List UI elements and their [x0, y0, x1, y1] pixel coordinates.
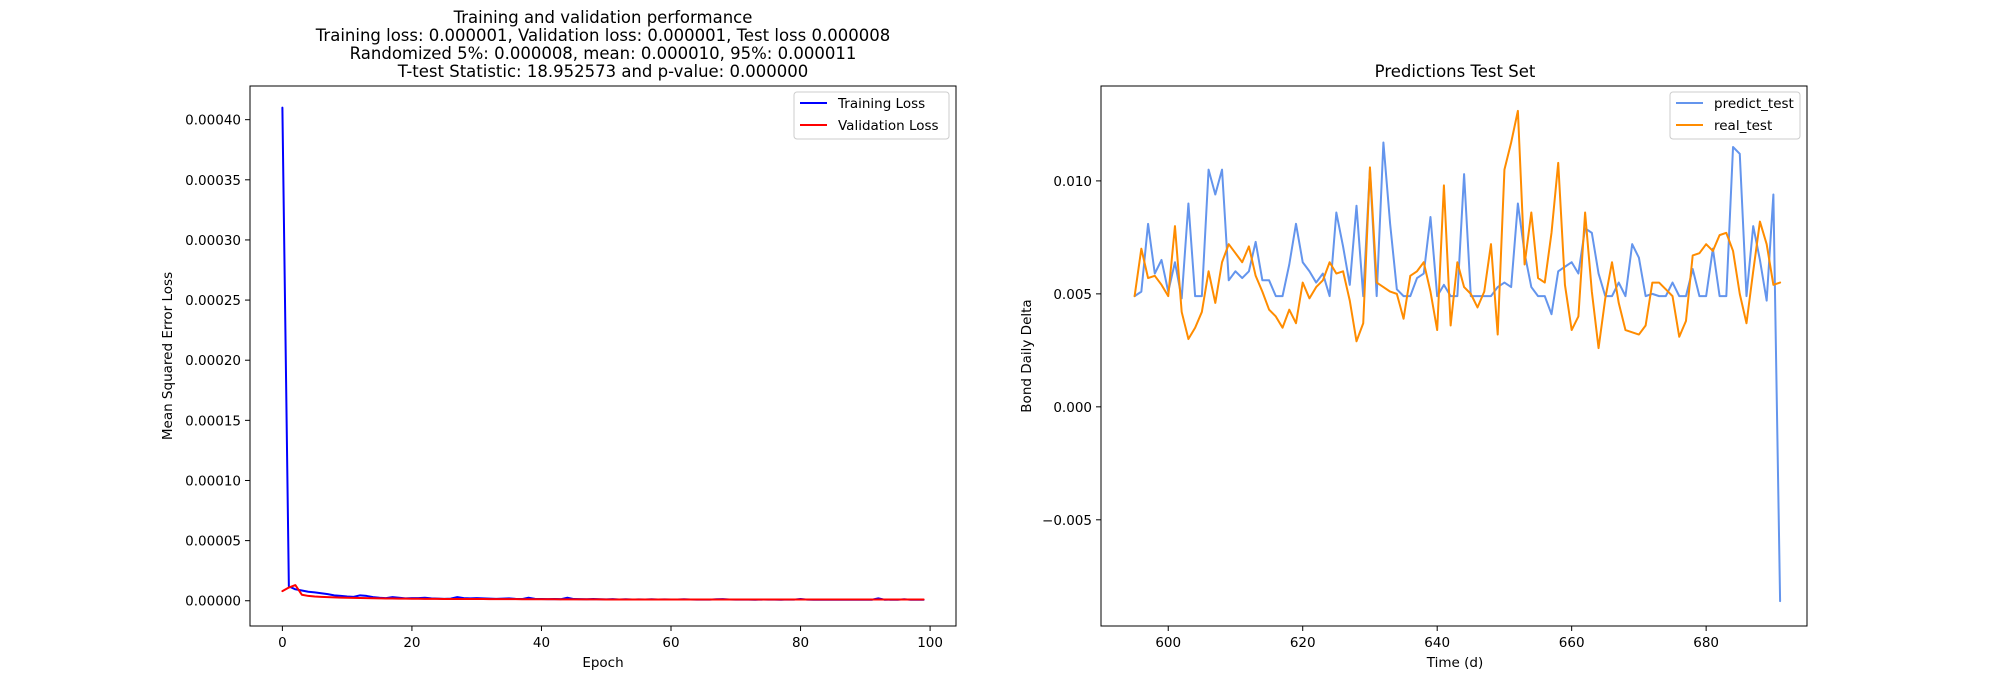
- legend-label-predict-test: predict_test: [1714, 96, 1794, 112]
- loss-x-tick-label: 0: [278, 635, 287, 651]
- predictions-y-axis-label: Bond Daily Delta: [1019, 299, 1035, 412]
- loss-x-tick-label: 60: [662, 635, 679, 651]
- predictions-chart-frame: [1100, 85, 1808, 627]
- predictions-series-line-real-test: [1133, 109, 1782, 350]
- predictions-x-ticks: 600 620 640 660 680: [1155, 626, 1719, 651]
- loss-chart: 0 20 40 60 80 100 0.00000 0.00005 0.00010 0.0001…: [160, 85, 957, 671]
- loss-series-group: [281, 106, 925, 601]
- loss-x-ticks: 0 20 40 60 80 100: [278, 626, 943, 651]
- predictions-y-tick-label: 0.010: [1053, 174, 1092, 190]
- loss-x-tick-label: 20: [403, 635, 420, 651]
- predictions-x-tick-label: 640: [1424, 635, 1450, 651]
- loss-y-tick-label: 0.00015: [185, 413, 241, 429]
- title-line-4: T-test Statistic: 18.952573 and p-value:…: [397, 62, 808, 81]
- loss-y-tick-label: 0.00000: [185, 594, 241, 610]
- predictions-x-axis-label: Time (d): [1426, 655, 1483, 671]
- predictions-legend: predict_test real_test: [1669, 91, 1801, 140]
- predictions-y-tick-label: 0.005: [1053, 287, 1092, 303]
- predictions-x-tick-label: 660: [1559, 635, 1585, 651]
- loss-legend-box: [793, 91, 950, 140]
- legend-label-validation-loss: Validation Loss: [838, 118, 939, 134]
- predictions-y-ticks: −0.005 0.000 0.005 0.010: [1042, 174, 1101, 529]
- predictions-y-tick-label: −0.005: [1042, 513, 1092, 529]
- loss-y-tick-label: 0.00025: [185, 293, 241, 309]
- loss-y-tick-label: 0.00030: [185, 233, 241, 249]
- loss-y-axis-label: Mean Squared Error Loss: [160, 272, 176, 440]
- predictions-chart: Predictions Test Set 600 620 640 660 680 −0.…: [1019, 62, 1808, 671]
- predictions-chart-title: Predictions Test Set: [1375, 62, 1536, 81]
- loss-series-line-validation-loss: [281, 584, 925, 601]
- predictions-series-line-predict-test: [1133, 141, 1782, 603]
- title-line-2: Training loss: 0.000001, Validation loss…: [315, 26, 890, 45]
- predictions-y-tick-label: 0.000: [1053, 400, 1092, 416]
- loss-y-tick-label: 0.00020: [185, 353, 241, 369]
- legend-label-real-test: real_test: [1714, 118, 1772, 134]
- loss-y-tick-label: 0.00040: [185, 113, 241, 129]
- legend-label-training-loss: Training Loss: [837, 96, 925, 112]
- loss-y-ticks: 0.00000 0.00005 0.00010 0.00015 0.00020 0.000…: [185, 113, 250, 610]
- title-line-1: Training and validation performance: [453, 8, 753, 27]
- loss-x-tick-label: 40: [533, 635, 550, 651]
- prediction-series-group: [1133, 109, 1782, 603]
- loss-chart-frame: [249, 85, 957, 627]
- loss-legend: Training Loss Validation Loss: [793, 91, 950, 140]
- loss-y-tick-label: 0.00005: [185, 534, 241, 550]
- loss-y-tick-label: 0.00035: [185, 173, 241, 189]
- loss-x-axis-label: Epoch: [582, 655, 623, 671]
- title-line-3: Randomized 5%: 0.000008, mean: 0.000010,…: [350, 44, 857, 63]
- predictions-x-tick-label: 600: [1155, 635, 1181, 651]
- left-chart-title: Training and validation performance Trai…: [315, 8, 890, 81]
- predictions-x-tick-label: 680: [1693, 635, 1719, 651]
- predictions-x-tick-label: 620: [1290, 635, 1316, 651]
- loss-x-tick-label: 100: [917, 635, 943, 651]
- loss-y-tick-label: 0.00010: [185, 473, 241, 489]
- loss-x-tick-label: 80: [792, 635, 809, 651]
